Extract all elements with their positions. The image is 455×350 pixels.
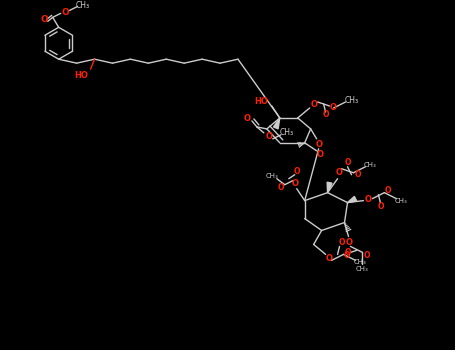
- Text: CH₃: CH₃: [265, 173, 278, 179]
- Polygon shape: [273, 118, 280, 129]
- Text: O: O: [291, 179, 298, 188]
- Text: CH₃: CH₃: [395, 198, 408, 204]
- Text: O: O: [293, 167, 300, 176]
- Text: O: O: [62, 8, 70, 17]
- Text: O: O: [365, 195, 372, 204]
- Text: O: O: [330, 104, 337, 112]
- Text: O: O: [344, 158, 351, 167]
- Text: HO: HO: [254, 97, 268, 105]
- Text: O: O: [310, 99, 317, 108]
- Text: O: O: [346, 238, 353, 247]
- Text: O: O: [265, 132, 273, 141]
- Text: O: O: [354, 170, 361, 179]
- Text: O: O: [41, 15, 49, 24]
- Text: O: O: [322, 111, 329, 119]
- Text: O: O: [338, 238, 345, 247]
- Text: O: O: [385, 186, 392, 195]
- Polygon shape: [348, 196, 357, 203]
- Text: O: O: [243, 114, 250, 124]
- Text: CH₃: CH₃: [76, 1, 90, 10]
- Text: O: O: [363, 251, 369, 260]
- Text: O: O: [336, 168, 343, 177]
- Text: O: O: [377, 202, 384, 211]
- Polygon shape: [327, 182, 332, 192]
- Text: CH₃: CH₃: [356, 266, 369, 272]
- Text: CH₃: CH₃: [364, 162, 377, 168]
- Text: CH₃: CH₃: [354, 259, 367, 265]
- Text: O: O: [315, 140, 322, 149]
- Text: HO: HO: [75, 71, 89, 79]
- Text: O: O: [343, 251, 350, 260]
- Text: CH₃: CH₃: [344, 96, 359, 105]
- Text: O: O: [317, 150, 324, 159]
- Text: CH₃: CH₃: [280, 128, 294, 138]
- Text: O: O: [326, 254, 333, 263]
- Text: O: O: [344, 248, 351, 257]
- Text: O: O: [278, 183, 284, 192]
